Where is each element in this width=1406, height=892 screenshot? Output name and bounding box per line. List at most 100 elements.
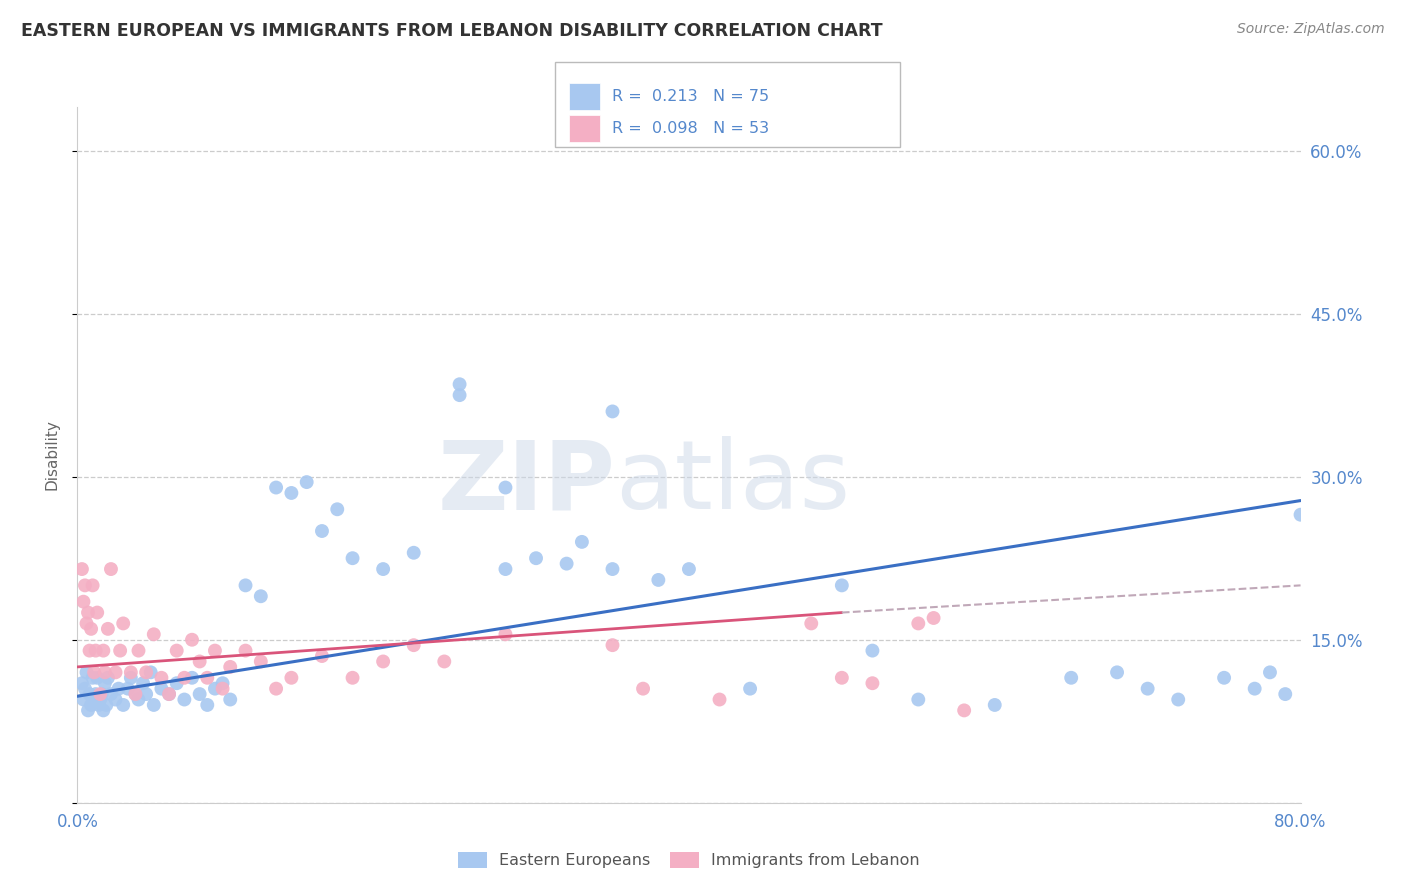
Point — [740, 681, 762, 696]
Point — [157, 687, 180, 701]
Point — [166, 643, 188, 657]
Point — [135, 665, 157, 680]
Text: R =  0.213   N = 75: R = 0.213 N = 75 — [612, 89, 769, 103]
Point — [124, 687, 146, 701]
Point — [250, 655, 273, 669]
Point — [495, 627, 517, 641]
Point — [433, 655, 456, 669]
Point — [1060, 671, 1083, 685]
Point — [80, 698, 103, 712]
Legend: Eastern Europeans, Immigrants from Lebanon: Eastern Europeans, Immigrants from Leban… — [451, 846, 927, 875]
Point — [87, 698, 110, 712]
Point — [195, 698, 218, 712]
Point — [91, 703, 114, 717]
Point — [1289, 508, 1312, 522]
Point — [90, 687, 112, 701]
Point — [112, 616, 135, 631]
Point — [70, 676, 93, 690]
Point — [142, 698, 165, 712]
Text: ZIP: ZIP — [437, 436, 616, 529]
Point — [94, 665, 117, 680]
Point — [84, 643, 107, 657]
Point — [907, 692, 929, 706]
Point — [97, 671, 120, 685]
Point — [70, 562, 93, 576]
Point — [76, 616, 98, 631]
Point — [235, 643, 257, 657]
Point — [79, 687, 101, 701]
Point — [128, 692, 150, 706]
Point — [264, 681, 287, 696]
Point — [280, 486, 302, 500]
Point — [76, 665, 98, 680]
Point — [73, 681, 96, 696]
Point — [84, 687, 107, 701]
Point — [72, 692, 94, 706]
Point — [195, 671, 218, 685]
Point — [150, 681, 173, 696]
Point — [107, 681, 129, 696]
Point — [1136, 681, 1159, 696]
Point — [555, 557, 578, 571]
Point — [1243, 681, 1265, 696]
Point — [173, 671, 195, 685]
Point — [862, 643, 884, 657]
Point — [831, 578, 853, 592]
Point — [104, 665, 127, 680]
Point — [100, 687, 122, 701]
Point — [250, 589, 273, 603]
Point — [602, 404, 624, 418]
Point — [449, 377, 471, 392]
Point — [264, 481, 287, 495]
Point — [120, 671, 142, 685]
Point — [402, 638, 425, 652]
Point — [342, 671, 364, 685]
Point — [311, 524, 333, 538]
Point — [211, 681, 233, 696]
Point — [104, 692, 127, 706]
Point — [831, 671, 853, 685]
Point — [1274, 687, 1296, 701]
Point — [132, 676, 155, 690]
Point — [1167, 692, 1189, 706]
Point — [79, 643, 101, 657]
Point — [371, 562, 394, 576]
Point — [91, 643, 114, 657]
Point — [86, 671, 108, 685]
Point — [524, 551, 547, 566]
Point — [602, 562, 624, 576]
Point — [77, 703, 100, 717]
Point — [181, 632, 204, 647]
Point — [173, 692, 195, 706]
Point — [166, 676, 188, 690]
Point — [77, 606, 100, 620]
Point — [571, 535, 593, 549]
Point — [100, 562, 122, 576]
Point — [108, 643, 131, 657]
Point — [495, 562, 517, 576]
Point — [984, 698, 1007, 712]
Point — [188, 687, 211, 701]
Point — [80, 622, 103, 636]
Point — [89, 692, 111, 706]
Point — [922, 611, 945, 625]
Point — [1258, 665, 1281, 680]
Text: atlas: atlas — [616, 436, 851, 529]
Point — [342, 551, 364, 566]
Point — [219, 692, 242, 706]
Point — [124, 687, 146, 701]
Point — [219, 660, 242, 674]
Point — [86, 606, 108, 620]
Point — [181, 671, 204, 685]
Point — [862, 676, 884, 690]
Point — [204, 643, 226, 657]
Point — [495, 481, 517, 495]
Text: EASTERN EUROPEAN VS IMMIGRANTS FROM LEBANON DISABILITY CORRELATION CHART: EASTERN EUROPEAN VS IMMIGRANTS FROM LEBA… — [21, 22, 883, 40]
Point — [150, 671, 173, 685]
Point — [678, 562, 700, 576]
Point — [602, 638, 624, 652]
Point — [953, 703, 976, 717]
Point — [211, 676, 233, 690]
Point — [135, 687, 157, 701]
Y-axis label: Disability: Disability — [44, 419, 59, 491]
